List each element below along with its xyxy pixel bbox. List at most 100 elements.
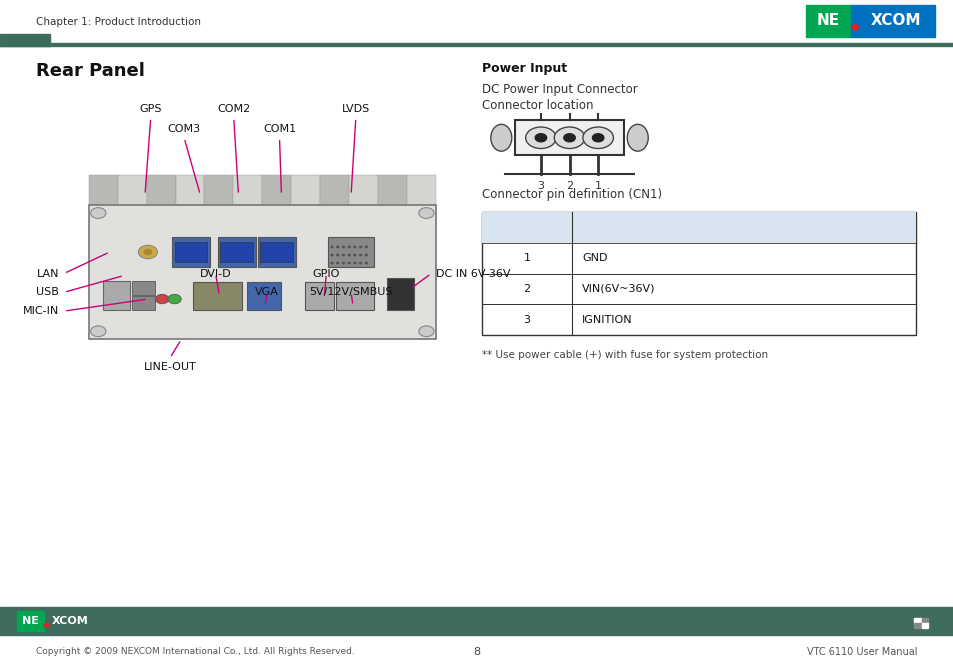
Bar — [132, 281, 154, 295]
Bar — [291, 175, 320, 205]
Circle shape — [582, 127, 613, 149]
Bar — [805, 5, 850, 37]
Bar — [89, 205, 436, 339]
Text: COM1: COM1 — [263, 124, 295, 134]
Bar — [175, 175, 204, 205]
Bar — [377, 175, 407, 205]
Text: Copyright © 2009 NEXCOM International Co., Ltd. All Rights Reserved.: Copyright © 2009 NEXCOM International Co… — [36, 647, 355, 657]
Text: Connector pin definition (CN1): Connector pin definition (CN1) — [481, 188, 661, 201]
Bar — [132, 296, 154, 310]
Bar — [0, 42, 953, 46]
Bar — [17, 611, 44, 631]
Text: NE: NE — [22, 616, 39, 626]
Circle shape — [359, 262, 361, 264]
Bar — [260, 243, 293, 261]
Circle shape — [336, 246, 338, 248]
Bar — [349, 175, 377, 205]
Text: LINE-OUT: LINE-OUT — [143, 362, 196, 372]
Circle shape — [144, 249, 152, 255]
Bar — [328, 237, 374, 267]
Bar — [913, 618, 920, 623]
Bar — [193, 282, 242, 310]
Bar — [921, 618, 927, 623]
Text: LAN: LAN — [36, 269, 59, 278]
Circle shape — [331, 254, 333, 255]
Circle shape — [336, 262, 338, 264]
Circle shape — [563, 134, 575, 142]
Text: GPS: GPS — [139, 104, 162, 114]
Bar — [262, 175, 291, 205]
Circle shape — [91, 208, 106, 218]
Text: COM2: COM2 — [217, 104, 250, 114]
Text: Function Description: Function Description — [581, 222, 711, 232]
Bar — [174, 243, 207, 261]
Bar — [257, 237, 295, 267]
Text: Rear Panel: Rear Panel — [36, 62, 145, 80]
Text: Connector location: Connector location — [481, 99, 593, 112]
Text: DC IN 6V-36V: DC IN 6V-36V — [436, 269, 510, 278]
Circle shape — [342, 254, 344, 255]
Text: IGNITION: IGNITION — [581, 315, 632, 325]
Circle shape — [418, 208, 434, 218]
Text: GND: GND — [581, 253, 607, 263]
Text: COM3: COM3 — [168, 124, 200, 134]
Circle shape — [336, 254, 338, 255]
Bar — [117, 175, 147, 205]
Circle shape — [354, 262, 355, 264]
Text: DC Power Input Connector: DC Power Input Connector — [481, 83, 637, 96]
Text: MIC-IN: MIC-IN — [23, 306, 59, 316]
Bar — [247, 282, 281, 310]
Circle shape — [331, 262, 333, 264]
Ellipse shape — [626, 124, 648, 151]
Bar — [514, 120, 623, 155]
Text: VTC 6110 User Manual: VTC 6110 User Manual — [806, 647, 917, 657]
Bar — [481, 212, 915, 243]
Bar — [220, 243, 253, 261]
Circle shape — [44, 624, 50, 626]
Bar — [147, 175, 175, 205]
Bar — [481, 212, 915, 335]
Text: XCOM: XCOM — [52, 616, 89, 626]
Circle shape — [348, 246, 350, 248]
Bar — [204, 175, 233, 205]
Circle shape — [342, 246, 344, 248]
Text: 8: 8 — [473, 647, 480, 657]
Text: DVI-D: DVI-D — [199, 269, 232, 278]
Circle shape — [535, 134, 546, 142]
Circle shape — [359, 246, 361, 248]
Text: VIN(6V~36V): VIN(6V~36V) — [581, 284, 655, 294]
Circle shape — [91, 326, 106, 337]
Ellipse shape — [490, 124, 511, 151]
Circle shape — [525, 127, 556, 149]
Text: VGA: VGA — [254, 288, 279, 297]
Bar — [921, 623, 927, 628]
Text: Chapter 1: Product Introduction: Chapter 1: Product Introduction — [36, 17, 201, 26]
Circle shape — [554, 127, 584, 149]
Text: 3: 3 — [537, 181, 544, 191]
Circle shape — [354, 254, 355, 255]
Bar — [407, 175, 436, 205]
Circle shape — [138, 245, 157, 259]
Text: 3: 3 — [523, 315, 530, 325]
Text: ** Use power cable (+) with fuse for system protection: ** Use power cable (+) with fuse for sys… — [481, 350, 767, 360]
Bar — [387, 278, 414, 310]
Bar — [44, 611, 93, 631]
Bar — [913, 623, 920, 628]
Circle shape — [851, 25, 858, 30]
Circle shape — [365, 262, 367, 264]
Circle shape — [155, 294, 169, 304]
Text: Pin  No.: Pin No. — [502, 222, 551, 232]
Circle shape — [418, 326, 434, 337]
Text: 2: 2 — [565, 181, 573, 191]
Text: 2: 2 — [523, 284, 530, 294]
Bar — [320, 175, 349, 205]
Circle shape — [365, 246, 367, 248]
Circle shape — [359, 254, 361, 255]
Bar — [305, 282, 334, 310]
Circle shape — [331, 246, 333, 248]
Circle shape — [342, 262, 344, 264]
Bar — [172, 237, 210, 267]
Circle shape — [348, 254, 350, 255]
Circle shape — [592, 134, 603, 142]
Text: NE: NE — [817, 13, 840, 28]
